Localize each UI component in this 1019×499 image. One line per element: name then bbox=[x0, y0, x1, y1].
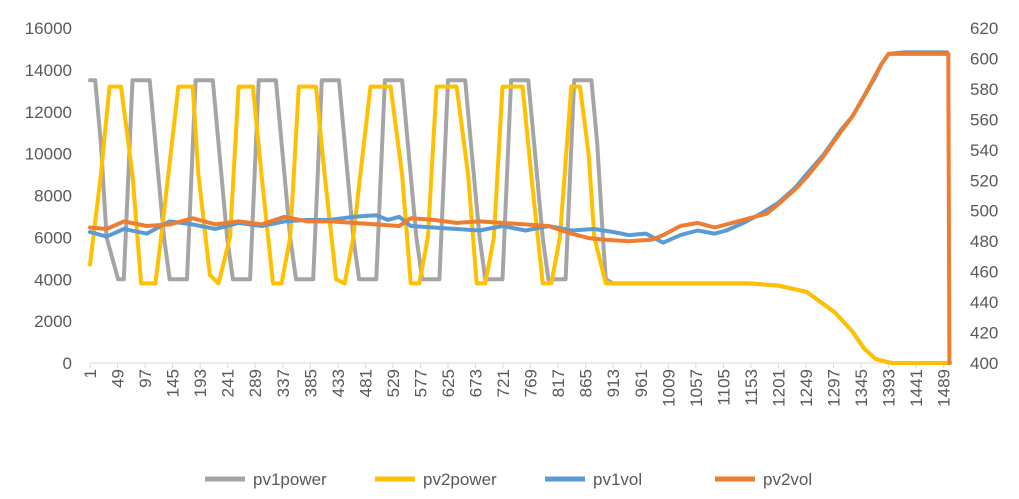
series-line-pv2vol bbox=[88, 51, 952, 365]
x-tick-label: 481 bbox=[356, 369, 375, 397]
x-tick-label: 1345 bbox=[852, 369, 871, 407]
y-tick-label: 4000 bbox=[34, 270, 72, 289]
y-tick-label: 2000 bbox=[34, 312, 72, 331]
x-tick-label: 1 bbox=[81, 369, 100, 378]
legend-label-pv1vol: pv1vol bbox=[593, 470, 642, 489]
x-tick-label: 913 bbox=[604, 369, 623, 397]
x-tick-label: 1489 bbox=[935, 369, 954, 407]
x-tick-label: 241 bbox=[219, 369, 238, 397]
x-tick-label: 529 bbox=[384, 369, 403, 397]
y2-tick-label: 620 bbox=[970, 19, 998, 38]
x-tick-label: 625 bbox=[439, 369, 458, 397]
x-tick-label: 1009 bbox=[659, 369, 678, 407]
x-tick-label: 1441 bbox=[907, 369, 926, 407]
y-axis-left-ticks: 0 2000 4000 6000 8000 10000 12000 14000 16000 bbox=[25, 19, 72, 373]
x-tick-label: 1153 bbox=[742, 369, 761, 406]
y2-tick-label: 540 bbox=[970, 141, 998, 160]
y-tick-label: 8000 bbox=[34, 187, 72, 206]
y-tick-label: 14000 bbox=[25, 61, 72, 80]
y-axis-right-ticks: 400 420 440 460 480 500 520 540 560 580 600 620 bbox=[970, 19, 998, 373]
series-line-pv1power bbox=[88, 78, 952, 365]
y2-tick-label: 440 bbox=[970, 293, 998, 312]
x-tick-label: 289 bbox=[246, 369, 265, 397]
y2-tick-label: 480 bbox=[970, 232, 998, 251]
x-tick-label: 721 bbox=[494, 369, 513, 397]
x-tick-label: 961 bbox=[632, 369, 651, 397]
y2-tick-label: 600 bbox=[970, 49, 998, 68]
x-tick-label: 337 bbox=[274, 369, 293, 397]
series-line-pv2power bbox=[88, 84, 952, 365]
x-tick-label: 97 bbox=[136, 369, 155, 388]
x-tick-label: 433 bbox=[329, 369, 348, 397]
legend-label-pv1power: pv1power bbox=[253, 470, 327, 489]
y-tick-label: 16000 bbox=[25, 19, 72, 38]
x-tick-label: 1249 bbox=[797, 369, 816, 407]
x-axis-ticks: 1 49 97 145 193 241 289 337 385 433 481 529 577 625 67… bbox=[81, 363, 954, 407]
x-tick-label: 49 bbox=[109, 369, 128, 388]
legend-label-pv2power: pv2power bbox=[423, 470, 497, 489]
y-tick-label: 12000 bbox=[25, 103, 72, 122]
x-tick-label: 145 bbox=[164, 369, 183, 397]
y-tick-label: 6000 bbox=[34, 228, 72, 247]
y2-tick-label: 500 bbox=[970, 202, 998, 221]
series-layer bbox=[88, 50, 952, 365]
y2-tick-label: 520 bbox=[970, 171, 998, 190]
x-tick-label: 817 bbox=[549, 369, 568, 397]
x-tick-label: 193 bbox=[191, 369, 210, 397]
y-tick-label: 0 bbox=[63, 354, 72, 373]
legend: pv1power pv2power pv1vol pv2vol bbox=[205, 470, 812, 489]
x-tick-label: 577 bbox=[411, 369, 430, 397]
x-tick-label: 865 bbox=[577, 369, 596, 397]
x-tick-label: 385 bbox=[301, 369, 320, 397]
x-tick-label: 1393 bbox=[880, 369, 899, 407]
y2-tick-label: 460 bbox=[970, 263, 998, 282]
x-tick-label: 1057 bbox=[687, 369, 706, 407]
y2-tick-label: 580 bbox=[970, 80, 998, 99]
x-tick-label: 673 bbox=[467, 369, 486, 397]
x-tick-label: 1105 bbox=[714, 369, 733, 406]
y-tick-label: 10000 bbox=[25, 145, 72, 164]
x-tick-label: 1201 bbox=[769, 369, 788, 407]
y2-tick-label: 400 bbox=[970, 354, 998, 373]
x-tick-label: 769 bbox=[522, 369, 541, 397]
y2-tick-label: 560 bbox=[970, 110, 998, 129]
x-tick-label: 1297 bbox=[825, 369, 844, 407]
legend-label-pv2vol: pv2vol bbox=[763, 470, 812, 489]
y2-tick-label: 420 bbox=[970, 324, 998, 343]
